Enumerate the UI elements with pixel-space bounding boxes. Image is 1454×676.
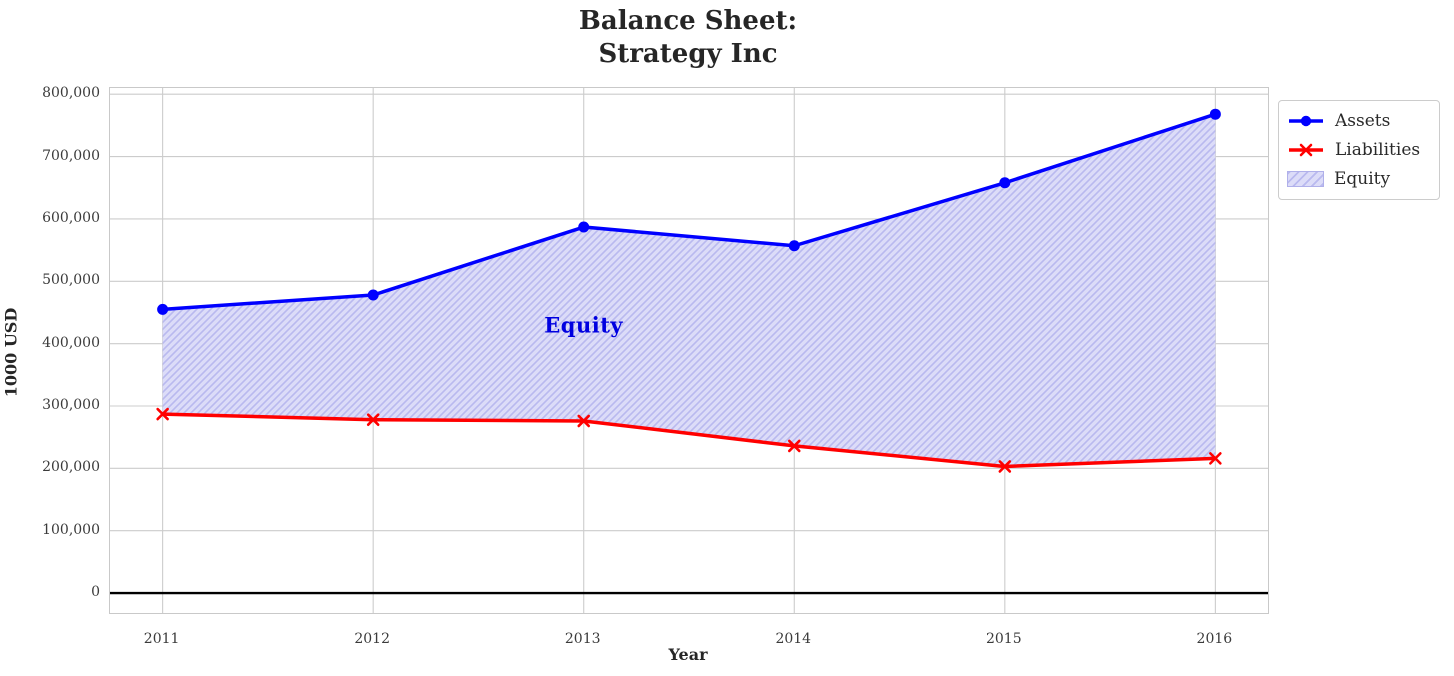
assets-marker: [788, 240, 800, 252]
legend-label-equity: Equity: [1334, 169, 1391, 189]
y-tick-label: 600,000: [42, 209, 100, 226]
plot-area: Equity: [109, 87, 1269, 614]
assets-line-icon: [1289, 115, 1323, 127]
chart-canvas: [110, 88, 1268, 613]
liabilities-marker: [787, 439, 801, 453]
liabilities-marker: [156, 407, 169, 421]
x-tick-label: 2012: [354, 631, 390, 647]
liabilities-marker: [366, 413, 380, 427]
assets-marker: [157, 303, 169, 315]
y-tick-label: 400,000: [42, 334, 100, 351]
chart-title: Balance Sheet: Strategy Inc: [578, 6, 798, 69]
liabilities-line-icon: [1289, 143, 1323, 157]
y-tick-label: 300,000: [42, 396, 100, 413]
x-tick-label: 2014: [775, 631, 812, 647]
liabilities-line: [160, 412, 1218, 469]
x-tick-label: 2013: [564, 631, 601, 647]
y-tick-label: 500,000: [42, 272, 100, 289]
legend-item-equity: Equity: [1287, 166, 1429, 192]
equity-fill-layer: [162, 114, 1216, 467]
x-axis-label: Year: [668, 645, 708, 664]
assets-marker: [578, 221, 590, 233]
equity-area-annotation: Equity: [544, 312, 624, 338]
x-tick-label: 2011: [143, 631, 180, 647]
liabilities-marker: [998, 460, 1012, 473]
y-tick-label: 800,000: [42, 85, 100, 102]
legend-label-assets: Assets: [1335, 111, 1391, 131]
liabilities-marker: [577, 414, 591, 428]
y-tick-label: 700,000: [42, 147, 100, 164]
series-layer: [156, 108, 1222, 473]
x-tick-label: 2015: [985, 631, 1022, 647]
y-axis-label: 1000 USD: [1, 307, 21, 398]
assets-marker: [999, 177, 1011, 189]
equity-patch-icon: [1287, 171, 1324, 187]
legend-label-liabilities: Liabilities: [1335, 140, 1421, 160]
legend-item-liabilities: Liabilities: [1287, 137, 1429, 163]
legend: Assets Liabilities Equity: [1278, 100, 1440, 200]
legend-item-assets: Assets: [1287, 108, 1429, 134]
x-tick-label: 2016: [1196, 631, 1233, 647]
y-tick-label: 0: [91, 584, 100, 601]
assets-line: [160, 112, 1218, 312]
equity-fill-area: [162, 114, 1216, 467]
liabilities-marker: [1209, 452, 1222, 465]
y-tick-label: 100,000: [42, 521, 100, 538]
y-tick-label: 200,000: [42, 459, 100, 476]
assets-marker: [1209, 108, 1221, 120]
assets-marker: [367, 289, 379, 301]
